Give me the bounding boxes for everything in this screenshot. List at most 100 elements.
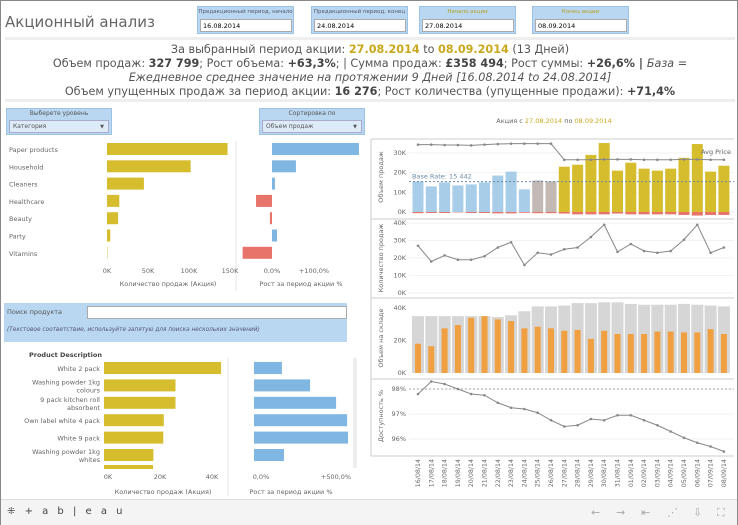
availability-point: [483, 393, 486, 397]
fullscreen-icon[interactable]: ⛶: [717, 506, 725, 519]
product-sales-bar: [104, 379, 176, 392]
category-growth-bar: [242, 246, 272, 259]
category-growth-bar: [272, 143, 359, 155]
divider: [5, 37, 735, 40]
share-icon[interactable]: ⋰: [667, 506, 678, 519]
level-select[interactable]: Категория ▼: [9, 120, 109, 133]
stock-sold-bar: [601, 330, 608, 373]
y-tick-label: 20K: [393, 169, 406, 177]
stock-sold-bar: [574, 329, 581, 373]
scrollbar[interactable]: [353, 358, 357, 468]
sales-bar: [572, 164, 584, 212]
date-tick-label: 18/08/14: [442, 459, 449, 487]
x-tick-label: 0,0%: [253, 473, 270, 481]
x-tick-label: +500,0%: [321, 473, 351, 481]
avg-price-point: [430, 143, 433, 146]
quantity-point: [430, 260, 433, 263]
y-tick-label: 98%: [392, 385, 406, 393]
x-tick-label: 20K: [154, 473, 167, 481]
category-growth-bar: [256, 194, 272, 207]
sales-bar: [505, 171, 517, 212]
stock-sold-bar: [441, 328, 448, 373]
undo-icon[interactable]: ←: [591, 506, 601, 519]
promo-end-input[interactable]: [535, 19, 627, 32]
pre-start-input[interactable]: [200, 19, 292, 32]
product-search-input[interactable]: [87, 306, 347, 319]
date-tick-label: 19/08/14: [455, 459, 462, 487]
dashboard-charts: Paper products Household Cleaners Healthcar…: [9, 117, 734, 496]
sales-bar: [705, 171, 717, 212]
sort-select[interactable]: Объем продаж ▼: [262, 120, 362, 133]
date-tick-label: 21/08/14: [482, 459, 489, 487]
stock-sold-bar: [641, 334, 648, 373]
category-label: Vitamins: [9, 250, 38, 258]
x-tick-label: 150K: [222, 267, 239, 275]
sales-bar: [412, 181, 424, 212]
filter-promo-start: Начало акции: [419, 6, 516, 34]
redo-icon[interactable]: →: [616, 506, 626, 519]
sales-bar: [479, 182, 490, 212]
download-icon[interactable]: ⇩: [693, 506, 703, 519]
level-dropdown[interactable]: Выберете уровень Категория ▼: [6, 108, 112, 135]
availability-point: [416, 392, 420, 396]
base-rate-label: Base Rate: 15 442: [412, 173, 472, 181]
sales-bar: [558, 166, 570, 212]
date-tick-label: 24/08/14: [521, 459, 528, 487]
availability-point: [509, 406, 513, 410]
quantity-point: [602, 223, 606, 227]
category-label: Cleaners: [9, 181, 38, 189]
availability-point: [656, 423, 659, 427]
sort-dropdown[interactable]: Сортировка по Объем продаж ▼: [259, 108, 365, 135]
availability-point: [669, 430, 672, 433]
stock-sold-bar: [587, 338, 594, 373]
y-tick-label: 40K: [393, 304, 406, 312]
promo-start-input[interactable]: [422, 19, 514, 32]
filter-label: Предакционный период, начало: [198, 9, 293, 15]
sales-bar: [665, 168, 677, 212]
avg-price-point: [616, 158, 619, 161]
x-tick-label: 100K: [181, 267, 198, 275]
avg-price-point: [589, 158, 593, 162]
x-axis-title: Рост за период акции %: [250, 488, 333, 496]
lost-sales-bar: [505, 212, 517, 214]
availability-point: [549, 418, 553, 422]
category-growth-bar: [269, 212, 272, 225]
filter-pre-start: Предакционный период, начало: [197, 6, 294, 34]
category-sales-bar: [107, 177, 144, 190]
pre-end-input[interactable]: [314, 19, 406, 32]
sales-bar: [492, 175, 504, 212]
sales-bar: [425, 186, 437, 212]
product-label: Washing powder 1kg: [32, 448, 100, 456]
avg-price-point: [576, 158, 579, 162]
divider: [5, 99, 735, 102]
stock-sold-bar: [521, 328, 528, 373]
x-tick-label: +100,0%: [299, 267, 329, 275]
sales-bar: [718, 165, 730, 212]
sales-bar: [532, 180, 544, 212]
quantity-point: [696, 223, 699, 227]
avg-price-point: [629, 158, 633, 161]
stock-sold-bar: [654, 331, 661, 373]
category-sales-bar: [107, 229, 111, 242]
product-sales-bar-partial: [104, 465, 153, 469]
date-tick-label: 27/08/14: [561, 459, 568, 487]
category-sales-bar: [107, 143, 228, 155]
stock-sold-bar: [681, 332, 687, 373]
quantity-point: [509, 240, 513, 244]
availability-point: [563, 425, 566, 428]
revert-icon[interactable]: ⇤: [641, 506, 651, 519]
date-tick-label: 29/08/14: [588, 459, 595, 487]
date-tick-label: 05/09/14: [681, 459, 688, 487]
availability-point: [469, 392, 473, 396]
date-tick-label: 28/08/14: [575, 459, 582, 487]
product-growth-bar: [254, 379, 311, 392]
lost-sales-bar: [638, 212, 650, 215]
availability-point: [629, 413, 633, 417]
date-tick-label: 25/08/14: [535, 459, 542, 487]
date-tick-label: 07/09/14: [708, 459, 715, 487]
quantity-point: [576, 246, 579, 249]
category-label: Paper products: [9, 146, 58, 154]
category-label: Healthcare: [9, 198, 44, 206]
lost-sales-bar: [665, 212, 677, 215]
quantity-point: [722, 246, 726, 249]
